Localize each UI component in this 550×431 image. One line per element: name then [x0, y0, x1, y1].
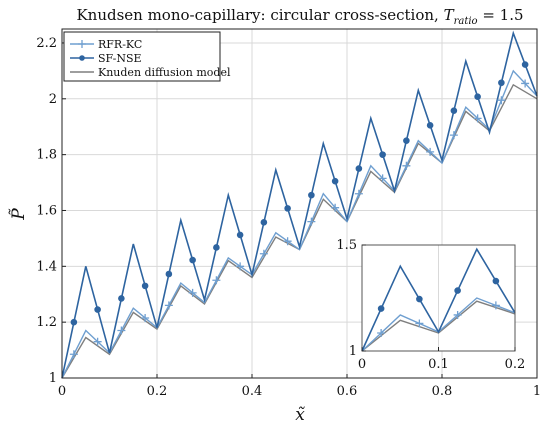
x-axis-label: x̃: [295, 405, 305, 425]
main-rfr-point: [449, 131, 458, 140]
legend-label-1: SF-NSE: [98, 52, 142, 65]
main-rfr-point: [236, 262, 245, 271]
main-rfr-point: [331, 203, 340, 212]
main-sfnse-point: [70, 318, 78, 326]
main-rfr-point: [212, 276, 221, 285]
main-y-tick-label: 2.2: [36, 36, 57, 51]
main-rfr-point: [521, 79, 530, 88]
main-y-tick-label: 1.2: [36, 315, 57, 330]
main-sfnse-point: [213, 244, 220, 251]
main-series-line-1: [61, 30, 538, 379]
y-axis-label: P̃: [9, 208, 29, 221]
main-series-line-0: [61, 69, 538, 379]
inset-x-tick-label: 0.2: [505, 357, 526, 372]
main-rfr-point: [259, 249, 268, 258]
legend-marker-1: [79, 55, 85, 61]
main-sfnse-point: [308, 191, 315, 199]
main-sfnse-point: [165, 270, 173, 278]
inset-sfnse-point: [492, 277, 500, 285]
main-sfnse-point: [498, 79, 505, 87]
inset-sfnse-point: [416, 295, 423, 303]
legend-marker-0: [78, 40, 86, 48]
main-rfr-point: [378, 174, 387, 183]
inset-y-tick-label: 1: [349, 344, 357, 359]
main-y-tick-label: 1: [49, 371, 57, 386]
main-rfr-point: [307, 217, 316, 226]
main-y-tick-label: 1.4: [36, 259, 57, 274]
inset-series-line-1: [361, 247, 516, 352]
inset-sfnse-point: [377, 305, 385, 312]
main-rfr-point: [473, 114, 482, 123]
main-x-tick-label: 0.6: [337, 384, 358, 399]
main-rfr-point: [497, 96, 506, 105]
main-sfnse-point: [94, 306, 101, 313]
main-sfnse-point: [331, 177, 339, 185]
inset-x-tick-label: 0: [358, 357, 366, 372]
main-x-tick-label: 0.2: [147, 384, 168, 399]
main-sfnse-point: [189, 256, 196, 264]
main-x-tick-label: 0.8: [432, 384, 453, 399]
main-rfr-point: [283, 237, 292, 246]
main-plot-frame: [61, 28, 538, 379]
main-rfr-point: [141, 313, 150, 322]
chart-title: Knudsen mono-capillary: circular cross-s…: [76, 6, 523, 27]
main-rfr-point: [402, 161, 411, 170]
main-y-tick-label: 1.8: [36, 148, 57, 163]
inset-x-tick-label: 0.1: [428, 357, 449, 372]
inset-rfr-point: [415, 319, 424, 328]
main-sfnse-point: [355, 165, 363, 172]
main-sfnse-point: [521, 61, 529, 68]
main-rfr-point: [188, 288, 197, 297]
inset-rfr-point: [453, 310, 462, 319]
main-sfnse-point: [426, 122, 434, 129]
inset-rfr-point: [377, 328, 386, 337]
main-rfr-point: [354, 189, 363, 198]
legend-label-0: RFR-KC: [98, 38, 142, 51]
main-x-tick-label: 0.4: [242, 384, 263, 399]
inset-y-tick-label: 1.5: [336, 238, 357, 253]
inset-ticks: 0 0.1 0.2 1 1.5: [336, 238, 525, 372]
main-sfnse-point: [284, 205, 291, 212]
main-sfnse-point: [403, 137, 410, 144]
main-rfr-point: [164, 301, 173, 310]
main-sfnse-point: [450, 107, 458, 114]
main-y-tick-label: 1.6: [36, 203, 57, 218]
main-x-tick-label: 0: [58, 384, 66, 399]
main-y-tick-label: 2: [49, 92, 57, 107]
main-ticks: 0 0.2 0.4 0.6 0.8 1 1 1.2 1.4 1.6 1.8 2 2.2: [36, 36, 541, 399]
main-sfnse-point: [118, 295, 125, 302]
main-sfnse-point: [474, 93, 481, 101]
main-sfnse-point: [379, 151, 386, 158]
main-rfr-point: [426, 147, 435, 156]
main-rfr-point: [69, 350, 78, 359]
main-x-tick-label: 1: [533, 384, 541, 399]
inset-sfnse-point: [454, 287, 461, 294]
main-rfr-point: [93, 337, 102, 346]
main-series: [61, 30, 538, 379]
legend-label-2: Knuden diffusion model: [98, 66, 231, 79]
main-rfr-point: [117, 326, 126, 335]
legend-box: [63, 31, 221, 82]
inset-series: [361, 247, 516, 352]
main-sfnse-point: [236, 231, 244, 239]
main-sfnse-point: [260, 219, 268, 226]
main-sfnse-point: [141, 282, 149, 290]
inset-rfr-point: [491, 301, 500, 310]
